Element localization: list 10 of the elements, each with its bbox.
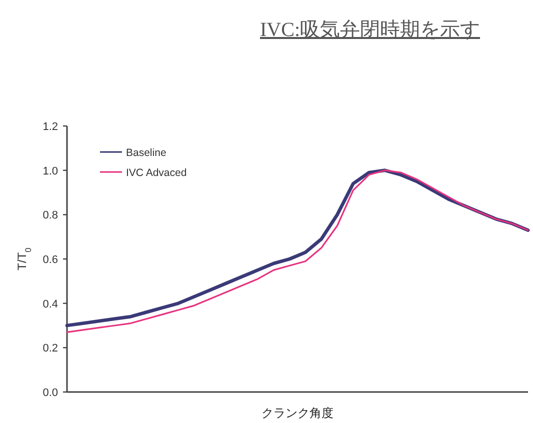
y-tick-label: 1.2 bbox=[42, 121, 58, 133]
legend-label: Baseline bbox=[126, 147, 166, 159]
x-axis-title: クランク角度 bbox=[262, 406, 334, 420]
y-tick-label: 0.6 bbox=[42, 254, 58, 266]
y-tick-label: 0.2 bbox=[42, 342, 58, 355]
y-tick-label: 0.8 bbox=[42, 210, 58, 222]
y-tick-label: 1.0 bbox=[42, 165, 58, 178]
y-tick-label: 0.0 bbox=[42, 387, 58, 399]
y-tick-label: 0.4 bbox=[42, 298, 58, 310]
legend-label: IVC Advaced bbox=[126, 167, 187, 179]
